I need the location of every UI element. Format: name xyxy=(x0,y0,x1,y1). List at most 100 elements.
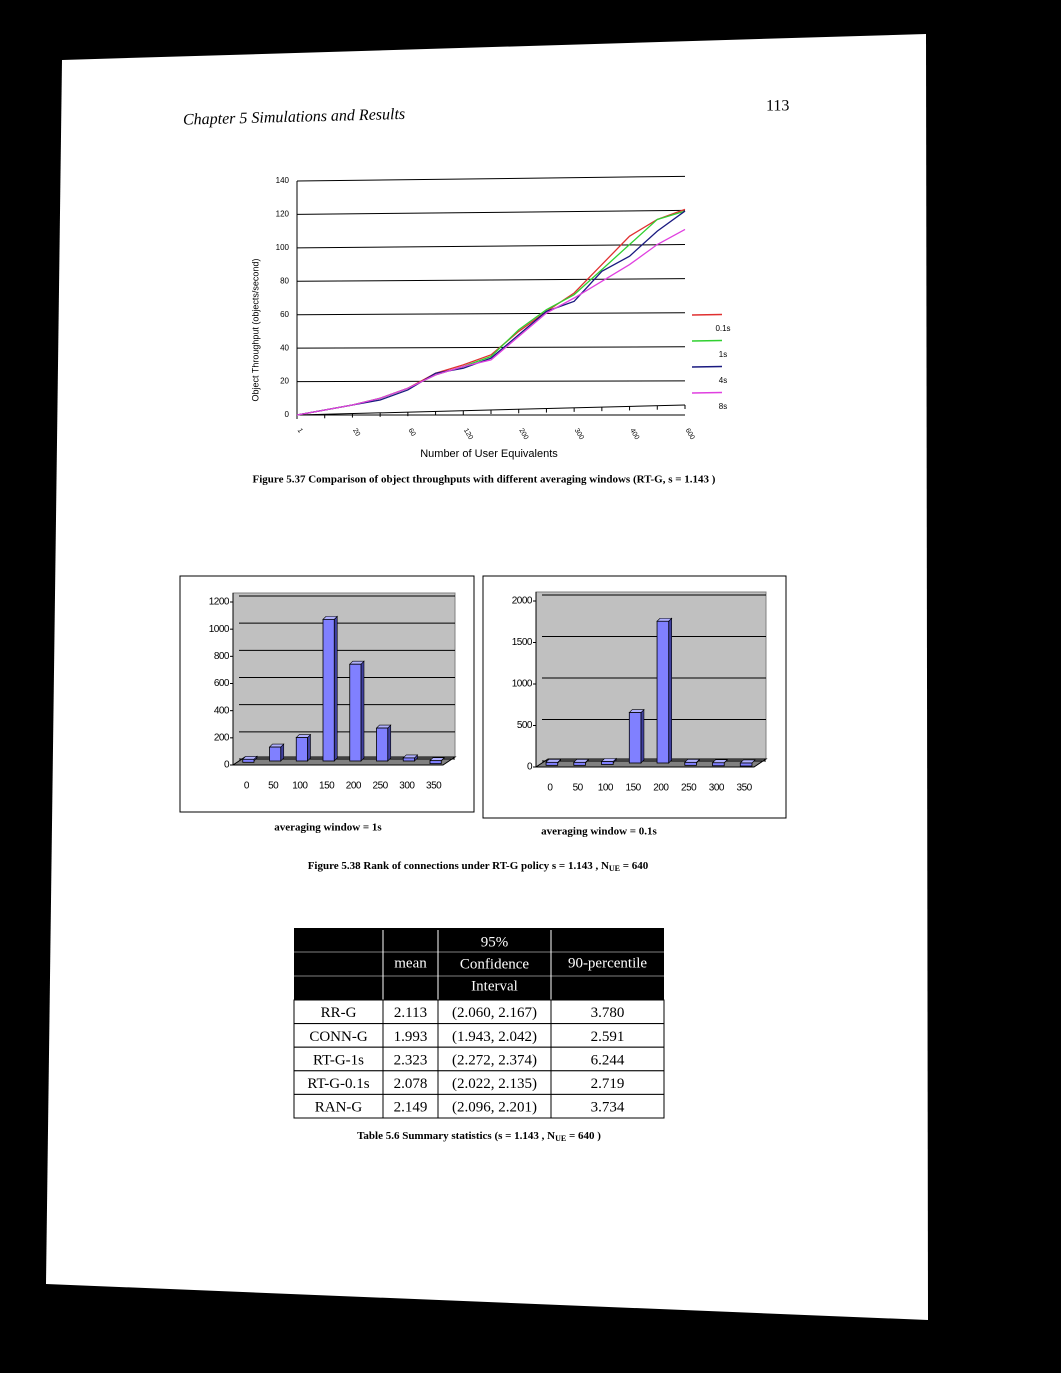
grid-line xyxy=(296,209,686,215)
x-tick-label: 400 xyxy=(628,427,640,441)
grid-line xyxy=(296,175,686,182)
bar-side xyxy=(333,615,338,762)
table-cell: 2.591 xyxy=(591,1029,625,1045)
bar-side xyxy=(360,660,365,762)
bar xyxy=(429,760,442,765)
caption-part: = 640 xyxy=(620,860,649,872)
bar xyxy=(601,761,614,765)
table-cell: 3.780 xyxy=(591,1005,625,1021)
bar-side xyxy=(640,708,645,764)
y-tick-label: 400 xyxy=(214,705,230,716)
x-tick-label: 60 xyxy=(407,427,417,437)
chapter-header: Chapter 5 Simulations and Results xyxy=(183,106,406,129)
x-tick-label: 200 xyxy=(653,783,669,794)
x-tick-label: 150 xyxy=(319,781,335,792)
caption-subscript: UE xyxy=(555,1134,566,1143)
table-cell: (1.943, 2.042) xyxy=(452,1029,537,1045)
y-tick-label: 20 xyxy=(280,377,289,386)
legend-label: 0.1s xyxy=(715,324,730,333)
y-tick-label: 100 xyxy=(276,243,290,252)
x-tick-label: 350 xyxy=(426,781,442,792)
x-tick-label: 600 xyxy=(684,427,696,441)
grid-line xyxy=(296,346,686,349)
table-cell: RAN-G xyxy=(315,1100,363,1116)
bar xyxy=(573,761,586,766)
bar xyxy=(545,761,559,766)
table-caption: Table 5.6 Summary statistics (s = 1.143 … xyxy=(357,1130,601,1143)
grid-line xyxy=(296,312,686,316)
bar-side xyxy=(307,733,311,762)
legend-swatch xyxy=(691,313,723,316)
caption-part: = 640 ) xyxy=(566,1130,601,1142)
page-number: 113 xyxy=(766,98,789,115)
bar-top xyxy=(600,758,617,762)
x-tick-label: 0 xyxy=(244,781,250,792)
y-tick-label: 1000 xyxy=(512,679,533,690)
x-axis-title: Number of User Equivalents xyxy=(420,448,558,460)
plot-floor xyxy=(231,756,457,766)
column-header: 90-percentile xyxy=(568,955,647,971)
y-tick-label: 0 xyxy=(285,410,290,419)
bar xyxy=(242,758,255,763)
legend-swatch xyxy=(691,365,723,368)
table-cell: 1.993 xyxy=(394,1029,428,1045)
x-tick-label: 250 xyxy=(681,783,697,794)
y-tick-label: 1000 xyxy=(209,624,230,635)
table-row xyxy=(293,1093,665,1119)
plot-wall xyxy=(232,592,456,766)
caption-subscript: UE xyxy=(609,864,620,873)
bar-side xyxy=(668,617,673,764)
bar-top xyxy=(295,734,312,738)
x-tick-label: 250 xyxy=(373,781,389,792)
x-tick-label: 200 xyxy=(517,427,529,441)
column-header: Confidence xyxy=(460,956,529,972)
bar-top xyxy=(656,617,673,622)
table-cell: 6.244 xyxy=(591,1052,625,1068)
legend-label: 1s xyxy=(719,350,727,359)
bar-top xyxy=(739,759,756,764)
x-tick-label: 300 xyxy=(709,783,725,794)
bar-top xyxy=(402,754,419,759)
column-header: 95% xyxy=(481,934,509,950)
y-tick-label: 600 xyxy=(214,678,230,689)
table-cell: 2.078 xyxy=(394,1076,428,1092)
bar-top xyxy=(711,759,728,764)
table-cell: 3.734 xyxy=(591,1100,625,1116)
bar xyxy=(295,737,308,762)
bar xyxy=(684,761,697,766)
bar-top xyxy=(545,759,562,763)
y-tick-label: 2000 xyxy=(512,596,533,607)
bar-top xyxy=(242,755,258,760)
y-tick-label: 200 xyxy=(214,732,230,743)
table-cell: (2.060, 2.167) xyxy=(452,1005,537,1021)
bar xyxy=(376,727,389,762)
x-tick-label: 1 xyxy=(296,427,304,434)
caption-part: Table 5.6 Summary statistics (s = 1.143 … xyxy=(357,1130,555,1142)
x-tick-label: 350 xyxy=(737,783,753,794)
data-line xyxy=(296,228,686,416)
y-tick-label: 0 xyxy=(527,762,533,773)
y-tick-label: 1200 xyxy=(209,597,230,608)
table-cell: (2.272, 2.374) xyxy=(452,1052,537,1068)
table-header xyxy=(294,928,664,1000)
bar-top xyxy=(628,709,645,713)
plot-wall xyxy=(535,591,767,768)
grid-line xyxy=(296,380,686,383)
bar xyxy=(656,620,670,764)
table-cell: 2.113 xyxy=(394,1005,427,1021)
y-tick-label: 120 xyxy=(276,210,290,219)
x-tick-label: 300 xyxy=(399,781,415,792)
bar xyxy=(349,663,362,762)
plot-floor xyxy=(534,758,768,768)
bar-top xyxy=(349,660,365,665)
chart-subtitle: averaging window = 0.1s xyxy=(541,826,657,838)
x-tick-label: 50 xyxy=(268,781,279,792)
column-header: mean xyxy=(394,955,427,971)
y-tick-label: 0 xyxy=(224,760,230,771)
bar-top xyxy=(268,743,285,748)
table-cell: (2.096, 2.201) xyxy=(452,1100,537,1116)
x-tick-label: 150 xyxy=(626,783,642,794)
table-cell: 2.149 xyxy=(394,1100,428,1116)
table-cell: (2.022, 2.135) xyxy=(452,1076,537,1092)
y-tick-label: 500 xyxy=(517,720,533,731)
